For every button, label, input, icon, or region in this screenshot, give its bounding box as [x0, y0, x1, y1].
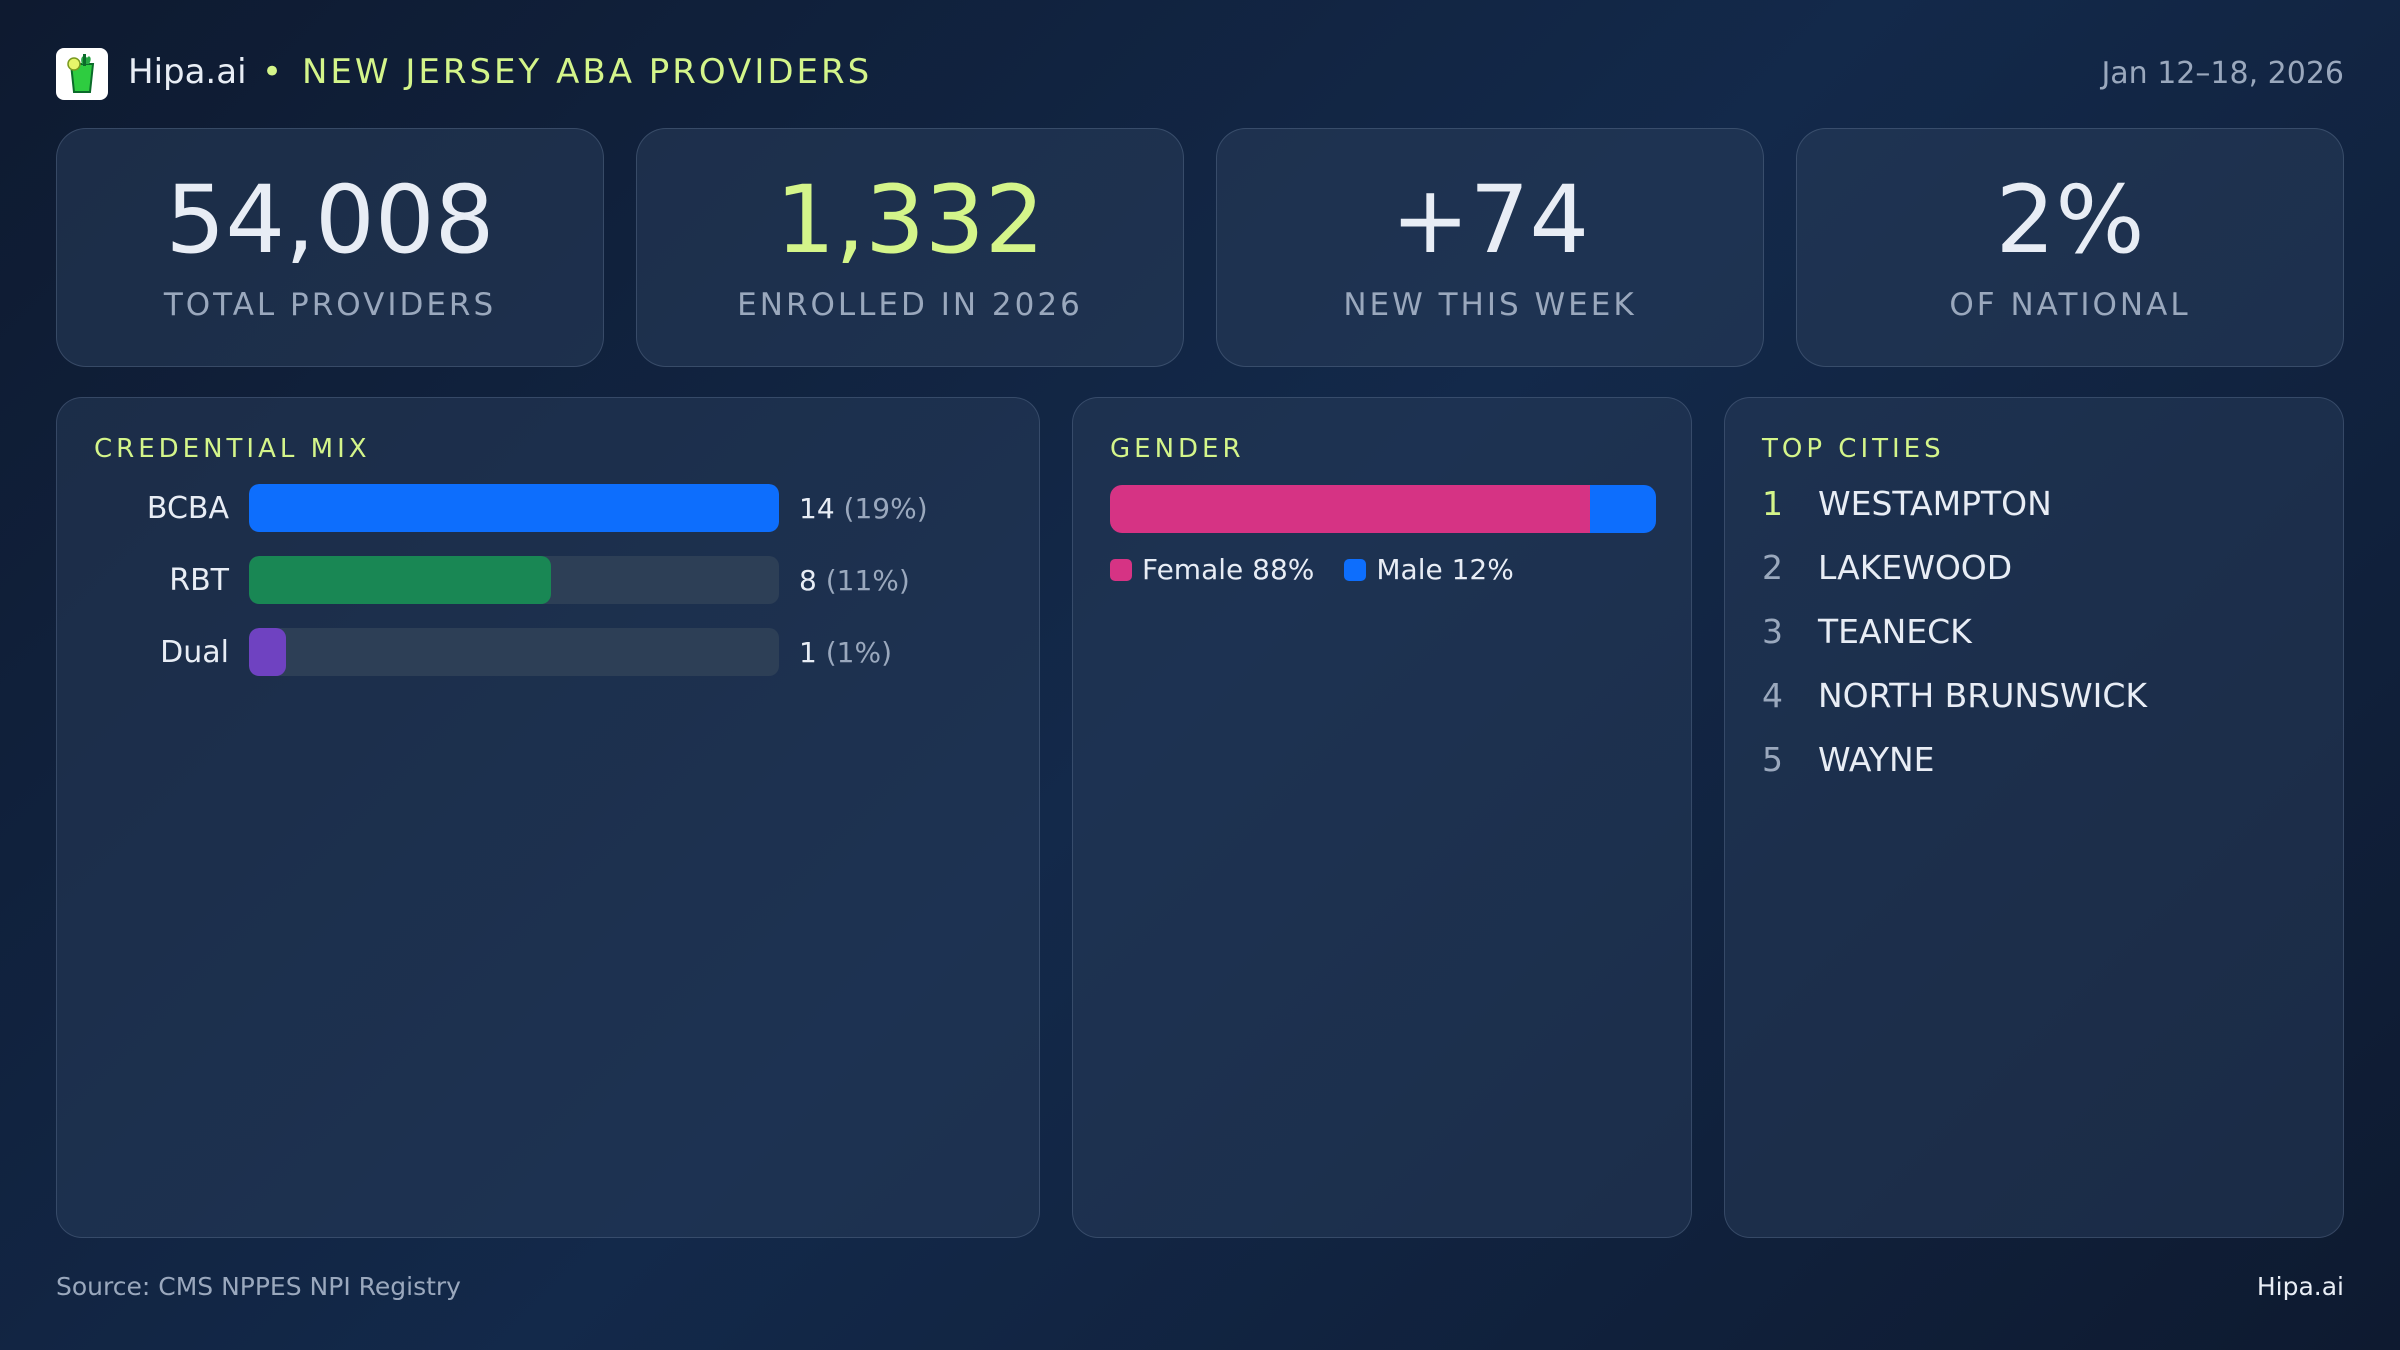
city-list-item: 3 TEANECK	[1762, 612, 1972, 651]
kpi-label: ENROLLED IN 2026	[737, 287, 1083, 323]
city-list-item: 4 NORTH BRUNSWICK	[1762, 676, 2147, 715]
city-list-item: 1 WESTAMPTON	[1762, 484, 2052, 523]
credential-count: 8	[799, 563, 817, 597]
credential-value: 8 (11%)	[799, 564, 910, 597]
footer-brand: Hipa.ai	[2256, 1272, 2344, 1301]
kpi-value: 1,332	[775, 166, 1045, 275]
kpi-label: OF NATIONAL	[1949, 287, 2191, 323]
source-note: Source: CMS NPPES NPI Registry	[56, 1272, 461, 1301]
male-swatch	[1344, 558, 1367, 581]
credential-bar-track	[249, 628, 779, 676]
city-name: NORTH BRUNSWICK	[1818, 676, 2148, 715]
city-name: WESTAMPTON	[1818, 484, 2052, 523]
city-name: WAYNE	[1818, 740, 1935, 779]
credential-value: 14 (19%)	[799, 492, 928, 525]
credential-bar-track	[249, 556, 779, 604]
credential-bar-fill	[249, 484, 779, 532]
female-legend-label: Female 88%	[1142, 553, 1315, 586]
cocktail-glass-icon	[67, 54, 95, 93]
credential-pct: (1%)	[825, 635, 893, 669]
credential-bar-fill	[249, 628, 287, 676]
credential-bar-fill	[249, 556, 552, 604]
kpi-value: 54,008	[165, 166, 495, 275]
male-legend-label: Male 12%	[1376, 553, 1514, 586]
kpi-value: +74	[1390, 166, 1590, 275]
city-rank: 4	[1762, 676, 1783, 715]
credential-count: 1	[799, 635, 817, 669]
kpi-enrolled: 1,332 ENROLLED IN 2026	[636, 128, 1184, 367]
credential-pct: (11%)	[825, 563, 910, 597]
credential-row: RBT 8 (11%)	[57, 556, 910, 604]
credential-label: BCBA	[146, 490, 229, 526]
city-rank: 1	[1762, 484, 1783, 523]
panel-title: CREDENTIAL MIX	[94, 434, 371, 464]
credential-label: RBT	[169, 562, 229, 598]
kpi-value: 2%	[1995, 166, 2145, 275]
city-name: LAKEWOOD	[1818, 548, 2013, 587]
credential-value: 1 (1%)	[799, 636, 892, 669]
credential-mix-panel: CREDENTIAL MIX BCBA 14 (19%) RBT 8 (11%) D…	[56, 397, 1040, 1238]
gender-panel: GENDER Female 88% Male 12%	[1072, 397, 1692, 1238]
brand-name: Hipa.ai	[128, 52, 247, 92]
credential-label: Dual	[160, 634, 229, 670]
date-range: Jan 12–18, 2026	[2101, 56, 2344, 91]
credential-count: 14	[799, 491, 835, 525]
credential-row: Dual 1 (1%)	[57, 628, 892, 676]
separator: •	[262, 52, 283, 92]
gender-legend: Female 88% Male 12%	[1110, 553, 1514, 586]
credential-row: BCBA 14 (19%)	[57, 484, 928, 532]
panel-title: TOP CITIES	[1762, 434, 1945, 464]
kpi-total-providers: 54,008 TOTAL PROVIDERS	[56, 128, 604, 367]
male-segment	[1590, 485, 1656, 533]
female-segment	[1110, 485, 1591, 533]
credential-bar-track	[249, 484, 779, 532]
city-rank: 5	[1762, 740, 1783, 779]
logo	[56, 48, 108, 100]
city-list-item: 2 LAKEWOOD	[1762, 548, 2012, 587]
kpi-label: TOTAL PROVIDERS	[163, 287, 497, 323]
top-cities-panel: TOP CITIES 1 WESTAMPTON 2 LAKEWOOD 3 TEANECK 4…	[1724, 397, 2344, 1238]
kpi-label: NEW THIS WEEK	[1343, 287, 1637, 323]
gender-bar	[1110, 485, 1656, 533]
female-swatch	[1110, 558, 1132, 581]
city-name: TEANECK	[1818, 612, 1972, 651]
city-list-item: 5 WAYNE	[1762, 740, 1935, 779]
city-rank: 2	[1762, 548, 1783, 587]
city-rank: 3	[1762, 612, 1783, 651]
kpi-of-national: 2% OF NATIONAL	[1796, 128, 2344, 367]
credential-pct: (19%)	[843, 491, 928, 525]
kpi-new-this-week: +74 NEW THIS WEEK	[1216, 128, 1764, 367]
panel-title: GENDER	[1110, 434, 1245, 464]
dashboard-title: NEW JERSEY ABA PROVIDERS	[302, 52, 873, 92]
